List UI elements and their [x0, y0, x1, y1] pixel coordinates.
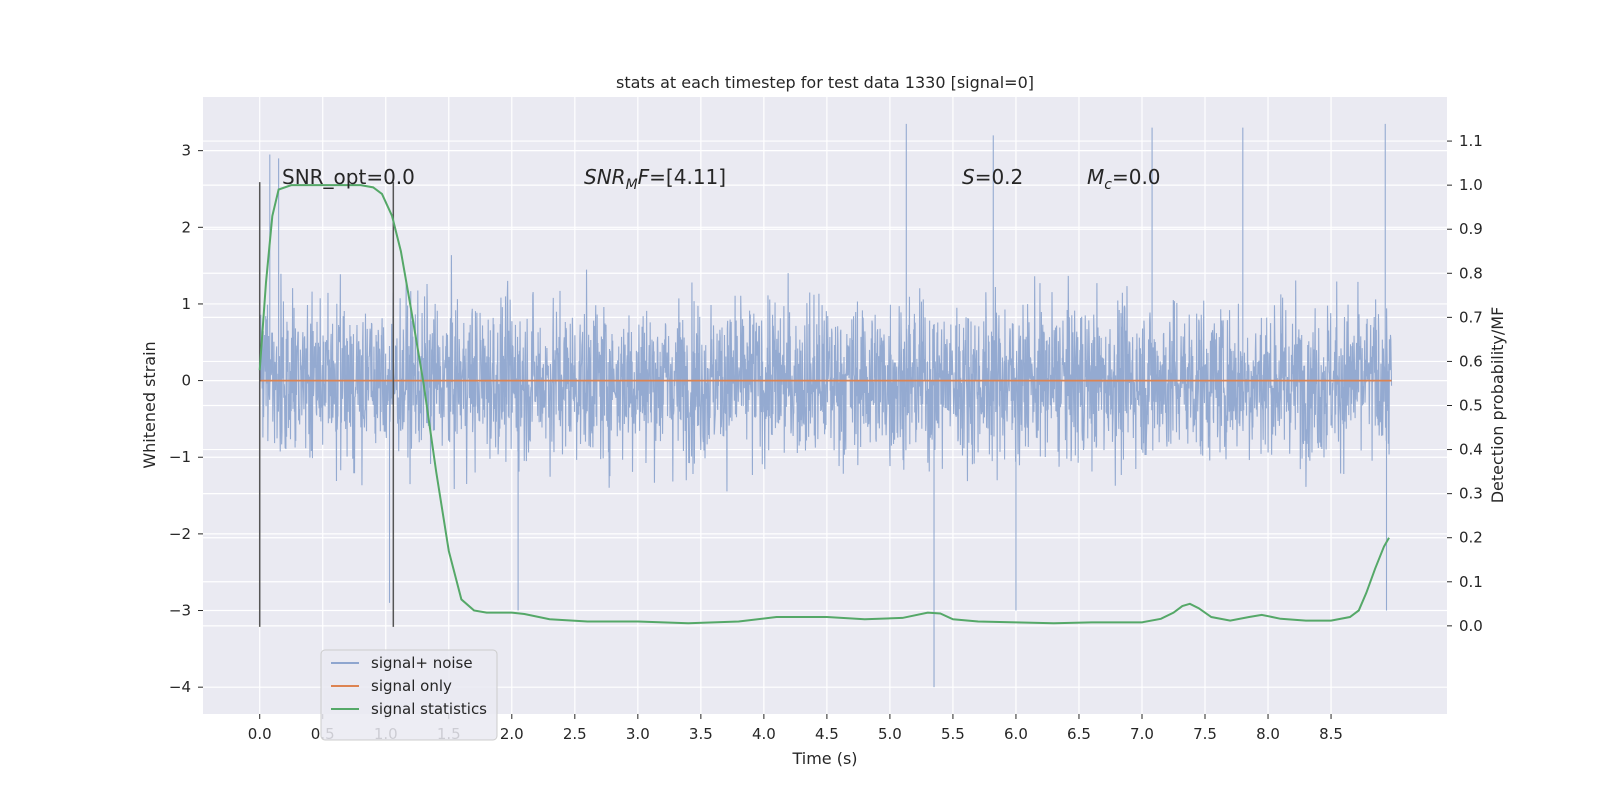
- y2-tick-label: 0.2: [1459, 529, 1483, 547]
- x-tick-label: 3.0: [626, 725, 650, 743]
- y2-tick-label: 1.0: [1459, 176, 1483, 194]
- x-tick-label: 3.5: [689, 725, 713, 743]
- y2-tick-label: 0.1: [1459, 573, 1483, 591]
- x-tick-label: 5.5: [941, 725, 965, 743]
- y-tick-label: 1: [181, 295, 191, 313]
- x-tick-label: 4.5: [815, 725, 839, 743]
- vertical-markers: [258, 182, 395, 627]
- series-signal-noise: [259, 123, 1393, 688]
- x-tick-label: 6.0: [1004, 725, 1028, 743]
- y2-tick-labels: 1.1 1.0 0.9 0.8 0.7 0.6 0.5 0.4 0.3 0.2 0.1 0.0: [1447, 132, 1483, 635]
- y-tick-label: −3: [169, 602, 191, 620]
- y2-tick-label: 0.5: [1459, 397, 1483, 415]
- y-tick-label: 3: [181, 142, 191, 160]
- y-axis-label: Whitened strain: [140, 341, 159, 468]
- mc-subscript: c: [1104, 177, 1112, 193]
- snr-mf-symbol: SNR: [584, 165, 626, 189]
- x-tick-label: 6.5: [1067, 725, 1091, 743]
- y-tick-label: −1: [169, 448, 191, 466]
- y2-tick-label: 0.3: [1459, 485, 1483, 503]
- y-tick-labels: 3 2 1 0 −1 −2 −3 −4: [169, 142, 203, 696]
- annotation-snr-opt: SNR_opt=0.0: [282, 165, 415, 189]
- mc-value: =0.0: [1112, 165, 1161, 189]
- mc-symbol: M: [1087, 165, 1104, 189]
- grid-y2: [203, 140, 1447, 627]
- legend-label-signal-only: signal only: [371, 677, 452, 695]
- y-tick-label: 0: [181, 372, 191, 390]
- y2-tick-label: 0.6: [1459, 352, 1483, 370]
- y-tick-label: 2: [181, 218, 191, 236]
- signal-noise-trace: [259, 123, 1393, 688]
- x-tick-label: 7.0: [1130, 725, 1154, 743]
- x-tick-labels: 0.00.51.01.52.02.53.03.54.04.55.05.56.06…: [248, 714, 1343, 743]
- snr-mf-symbol-2: F: [638, 165, 650, 189]
- s-symbol: S: [962, 165, 975, 189]
- x-tick-label: 8.0: [1256, 725, 1280, 743]
- y-tick-label: −4: [169, 678, 191, 696]
- s-value: =0.2: [975, 165, 1024, 189]
- y2-tick-label: 0.4: [1459, 441, 1483, 459]
- y-tick-label: −2: [169, 525, 191, 543]
- x-tick-label: 5.0: [878, 725, 902, 743]
- legend-label-signal-noise: signal+ noise: [371, 654, 473, 672]
- legend-label-signal-statistics: signal statistics: [371, 700, 487, 718]
- x-tick-label: 4.0: [752, 725, 776, 743]
- y2-axis-label: Detection probability/MF: [1488, 307, 1507, 504]
- x-tick-label: 7.5: [1193, 725, 1217, 743]
- annotation-mc: Mc=0.0: [1087, 165, 1161, 193]
- x-tick-label: 0.0: [248, 725, 272, 743]
- y2-tick-label: 1.1: [1459, 132, 1483, 150]
- y2-tick-label: 0.9: [1459, 220, 1483, 238]
- y2-tick-label: 0.7: [1459, 308, 1483, 326]
- y2-tick-label: 0.0: [1459, 617, 1483, 635]
- chart-title: stats at each timestep for test data 133…: [616, 73, 1034, 92]
- annotation-s: S=0.2: [962, 165, 1023, 189]
- legend-box: [320, 649, 498, 741]
- series-signal-statistics-line: [258, 184, 1390, 625]
- x-tick-label: 2.0: [500, 725, 524, 743]
- y2-tick-label: 0.8: [1459, 264, 1483, 282]
- x-tick-label: 2.5: [563, 725, 587, 743]
- snr-mf-value: =[4.11]: [649, 165, 726, 189]
- annotation-snr-mf: SNRMF=[4.11]: [584, 165, 726, 193]
- snr-mf-subscript: M: [626, 177, 638, 193]
- x-axis-label: Time (s): [791, 749, 857, 768]
- x-tick-label: 8.5: [1319, 725, 1343, 743]
- legend: signal+ noise signal only signal statist…: [320, 649, 498, 741]
